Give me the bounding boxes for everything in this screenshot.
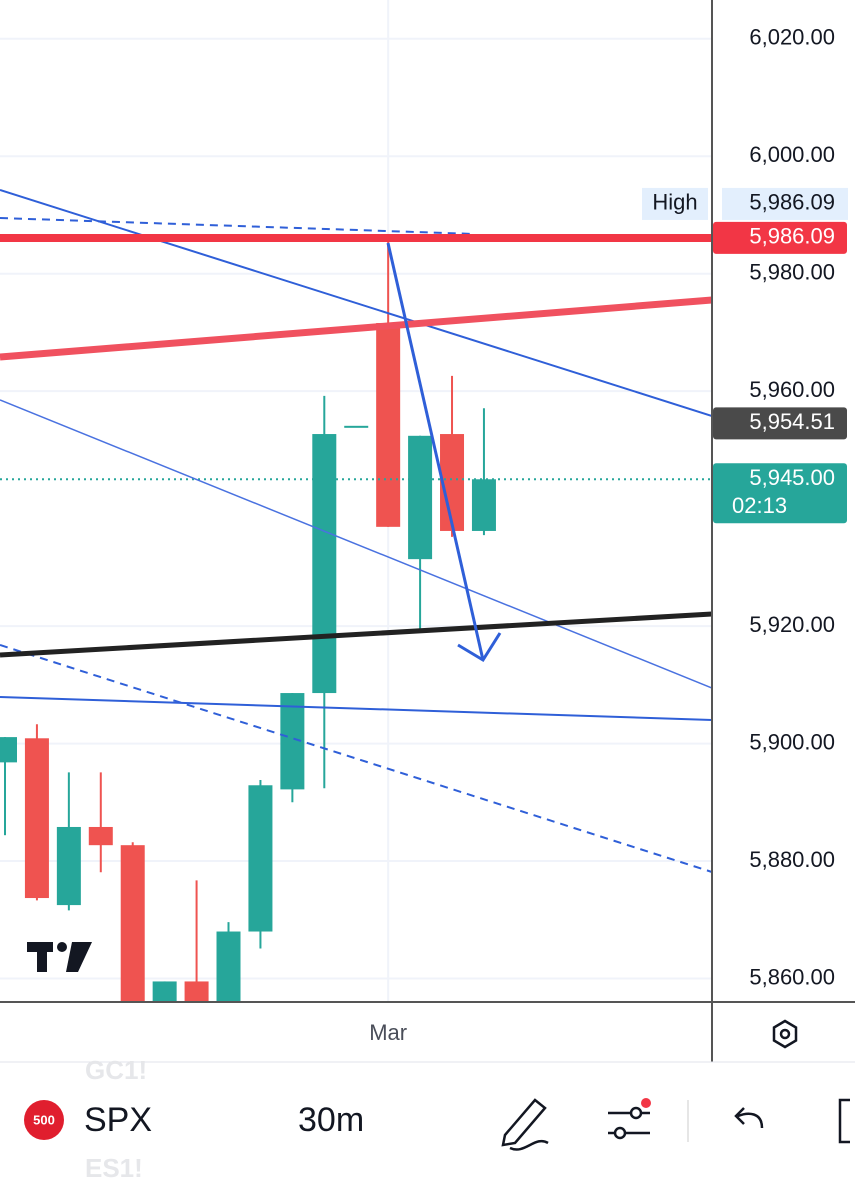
high-value-box — [722, 187, 848, 220]
price-label-box — [713, 221, 847, 254]
high-label-box — [642, 187, 708, 220]
arrow-head — [457, 632, 502, 663]
arrow — [386, 242, 485, 661]
y-tick-label: 6,020.00 — [749, 25, 835, 50]
symbol-badge-text: 500 — [33, 1112, 55, 1127]
candle-body — [88, 826, 113, 846]
trendline — [0, 611, 712, 658]
price-label-box — [713, 407, 847, 440]
candle-body — [120, 845, 145, 1002]
trendline — [0, 696, 712, 721]
y-tick-label: 5,920.00 — [749, 612, 835, 637]
high-value-text: 5,986.09 — [749, 190, 835, 215]
draw-icon[interactable] — [501, 1098, 549, 1151]
y-tick-label: 5,960.00 — [749, 377, 835, 402]
candle-body — [376, 323, 401, 527]
candles — [0, 237, 712, 1002]
interval[interactable]: 30m — [298, 1101, 364, 1139]
candle-body — [471, 479, 496, 531]
trendline — [0, 644, 712, 873]
candle-body — [152, 981, 177, 1002]
indicators-icon[interactable] — [608, 1106, 650, 1140]
trendline — [0, 217, 476, 235]
ghost-symbol: ES1! — [85, 1153, 143, 1183]
grid — [0, 0, 712, 1002]
x-tick-label: Mar — [369, 1020, 407, 1045]
candle-body — [344, 425, 369, 428]
y-tick-label: 5,980.00 — [749, 260, 835, 285]
y-tick-label: 5,860.00 — [749, 964, 835, 989]
candle-body — [312, 434, 337, 694]
tv-logo — [27, 942, 92, 972]
countdown-text: 02:13 — [732, 493, 787, 518]
y-tick-label: 6,000.00 — [749, 142, 835, 167]
fullscreen-icon[interactable] — [838, 1098, 850, 1144]
last-price-text: 5,945.00 — [749, 465, 835, 490]
candle-body — [184, 981, 209, 1002]
drawings — [0, 189, 712, 873]
candle-body — [24, 738, 49, 899]
price-label-text: 5,954.51 — [749, 409, 835, 434]
trendline — [0, 399, 712, 689]
candle-body — [408, 435, 433, 560]
settings-icon[interactable] — [772, 1019, 798, 1049]
trendline — [0, 189, 712, 417]
price-label-text: 5,986.09 — [749, 224, 835, 249]
candle-body — [56, 826, 81, 906]
y-tick-label: 5,880.00 — [749, 847, 835, 872]
undo-icon[interactable] — [734, 1107, 764, 1129]
price-labels: 5,860.00 5,880.00 5,900.00 5,920.00 5,960.00… — [642, 25, 848, 989]
symbol-badge[interactable] — [24, 1100, 64, 1140]
ghost-symbol: GC1! — [85, 1055, 147, 1085]
trendline — [0, 296, 712, 361]
settings-icon-dot — [779, 1028, 791, 1040]
high-label-text: High — [652, 190, 697, 215]
y-tick-label: 5,900.00 — [749, 729, 835, 754]
notification-dot — [641, 1098, 651, 1108]
symbol[interactable]: SPX — [84, 1101, 152, 1139]
candle-body — [216, 931, 241, 1002]
candle-body — [0, 737, 17, 763]
last-price-box — [713, 463, 847, 524]
candle-body — [248, 785, 273, 932]
